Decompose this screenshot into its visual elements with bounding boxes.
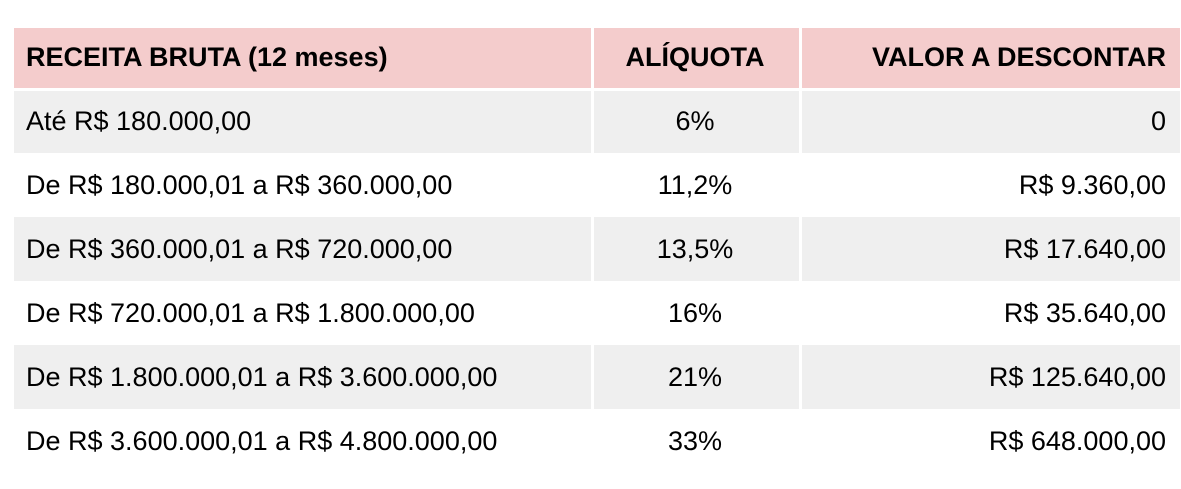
cell-valor: R$ 17.640,00	[800, 217, 1180, 281]
cell-aliquota: 13,5%	[592, 217, 802, 281]
table-row: De R$ 3.600.000,01 a R$ 4.800.000,00 33%…	[14, 409, 1180, 473]
cell-receita: De R$ 180.000,01 a R$ 360.000,00	[14, 153, 594, 217]
table-row: De R$ 1.800.000,01 a R$ 3.600.000,00 21%…	[14, 345, 1180, 409]
cell-receita: De R$ 1.800.000,01 a R$ 3.600.000,00	[14, 345, 594, 409]
header-receita-bruta: RECEITA BRUTA (12 meses)	[14, 28, 594, 91]
cell-receita: De R$ 3.600.000,01 a R$ 4.800.000,00	[14, 409, 594, 473]
tax-rate-table: RECEITA BRUTA (12 meses) ALÍQUOTA VALOR …	[14, 28, 1180, 473]
cell-receita: De R$ 360.000,01 a R$ 720.000,00	[14, 217, 594, 281]
cell-receita: Até R$ 180.000,00	[14, 89, 594, 153]
cell-aliquota: 6%	[592, 89, 802, 153]
table-header: RECEITA BRUTA (12 meses) ALÍQUOTA VALOR …	[14, 28, 1180, 91]
table-row: De R$ 180.000,01 a R$ 360.000,00 11,2% R…	[14, 153, 1180, 217]
cell-aliquota: 16%	[592, 281, 802, 345]
cell-aliquota: 11,2%	[592, 153, 802, 217]
table-body: Até R$ 180.000,00 6% 0 De R$ 180.000,01 …	[14, 89, 1180, 473]
cell-valor: R$ 125.640,00	[800, 345, 1180, 409]
header-valor-a-descontar: VALOR A DESCONTAR	[800, 28, 1180, 91]
cell-valor: R$ 648.000,00	[800, 409, 1180, 473]
table-row: Até R$ 180.000,00 6% 0	[14, 89, 1180, 153]
cell-valor: R$ 9.360,00	[800, 153, 1180, 217]
cell-aliquota: 21%	[592, 345, 802, 409]
table-row: De R$ 360.000,01 a R$ 720.000,00 13,5% R…	[14, 217, 1180, 281]
cell-valor: 0	[800, 89, 1180, 153]
cell-receita: De R$ 720.000,01 a R$ 1.800.000,00	[14, 281, 594, 345]
header-aliquota: ALÍQUOTA	[592, 28, 802, 91]
cell-aliquota: 33%	[592, 409, 802, 473]
table-row: De R$ 720.000,01 a R$ 1.800.000,00 16% R…	[14, 281, 1180, 345]
header-row: RECEITA BRUTA (12 meses) ALÍQUOTA VALOR …	[14, 28, 1180, 91]
cell-valor: R$ 35.640,00	[800, 281, 1180, 345]
